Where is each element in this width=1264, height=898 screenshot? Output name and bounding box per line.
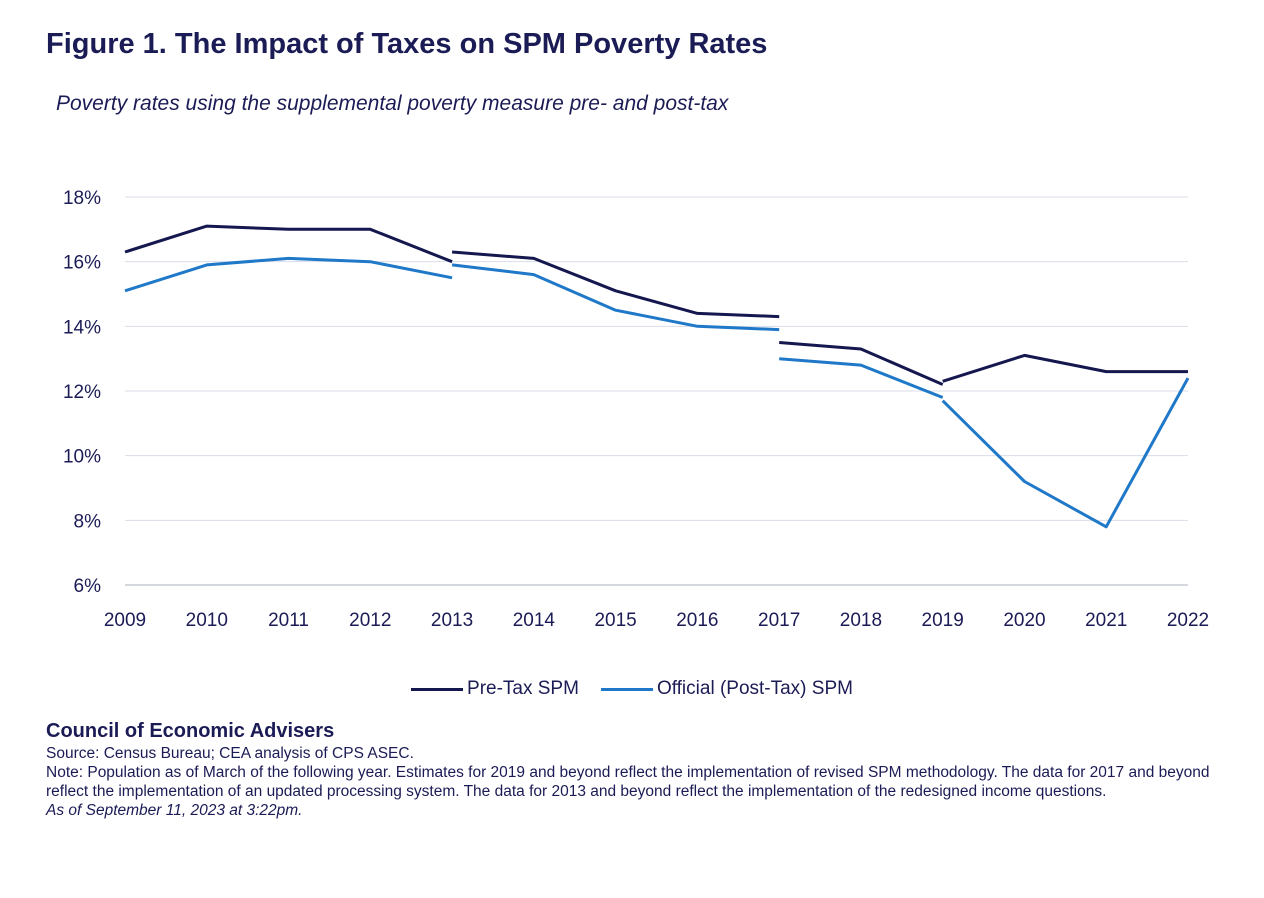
chart-subtitle: Poverty rates using the supplemental pov… xyxy=(56,92,729,115)
x-tick-label: 2012 xyxy=(349,610,391,631)
legend-item-post-tax: Official (Post-Tax) SPM xyxy=(600,678,853,700)
legend-item-pre-tax: Pre-Tax SPM xyxy=(411,678,579,700)
x-tick-label: 2017 xyxy=(758,610,800,631)
post-tax-line-segment xyxy=(779,357,944,399)
pre-tax-line-segment xyxy=(124,224,453,264)
line-chart: 6% 8% 10% 12% 14% 16% 18% 2009 2010 2011 2012 2013… xyxy=(63,188,1209,631)
y-tick-label: 12% xyxy=(63,382,101,403)
post-tax-line-segment xyxy=(941,377,1190,529)
x-tick-label: 2015 xyxy=(594,610,636,631)
pre-tax-line-segment xyxy=(942,353,1188,383)
pre-tax-line-segment xyxy=(451,250,780,319)
footer: Council of Economic Advisers Source: Cen… xyxy=(46,718,1226,820)
organization-name: Council of Economic Advisers xyxy=(46,720,335,742)
x-tick-label: 2011 xyxy=(268,610,309,631)
x-tick-label: 2016 xyxy=(676,610,718,631)
x-tick-label: 2018 xyxy=(840,610,882,631)
gridlines xyxy=(125,196,1188,586)
chart-title: Figure 1. The Impact of Taxes on SPM Pov… xyxy=(46,28,768,60)
x-tick-label: 2021 xyxy=(1085,610,1127,631)
source-note: Source: Census Bureau; CEA analysis of C… xyxy=(46,745,414,762)
post-tax-line-segment xyxy=(451,263,780,332)
post-tax-line-segment xyxy=(124,256,453,293)
x-tick-label: 2019 xyxy=(922,610,964,631)
y-tick-label: 18% xyxy=(63,188,101,209)
legend-swatch-post-tax xyxy=(600,687,653,691)
series-post-tax xyxy=(124,256,1190,529)
as-of-timestamp: As of September 11, 2023 at 3:22pm. xyxy=(46,802,303,819)
legend-swatch-pre-tax xyxy=(411,687,464,691)
legend: Pre-Tax SPM Official (Post-Tax) SPM xyxy=(0,678,1264,700)
x-tick-label: 2013 xyxy=(431,610,473,631)
y-tick-label: 14% xyxy=(63,317,101,338)
x-tick-label: 2022 xyxy=(1167,610,1209,631)
x-tick-label: 2009 xyxy=(104,610,146,631)
pre-tax-line-segment xyxy=(779,341,944,386)
legend-label-pre-tax: Pre-Tax SPM xyxy=(467,678,579,699)
x-tick-label: 2020 xyxy=(1003,610,1045,631)
series-pre-tax xyxy=(124,224,1188,386)
series-lines xyxy=(124,224,1190,529)
y-axis-ticks: 6% 8% 10% 12% 14% 16% 18% xyxy=(63,188,101,597)
x-tick-label: 2014 xyxy=(513,610,556,631)
x-tick-label: 2010 xyxy=(186,610,228,631)
x-axis-ticks: 2009 2010 2011 2012 2013 2014 2015 2016 2017 2018… xyxy=(104,610,1209,631)
legend-label-post-tax: Official (Post-Tax) SPM xyxy=(656,678,853,699)
y-tick-label: 8% xyxy=(74,511,102,532)
y-tick-label: 16% xyxy=(63,253,101,274)
y-tick-label: 6% xyxy=(74,576,102,597)
methodology-note: Note: Population as of March of the foll… xyxy=(46,764,1210,800)
y-tick-label: 10% xyxy=(63,447,101,468)
